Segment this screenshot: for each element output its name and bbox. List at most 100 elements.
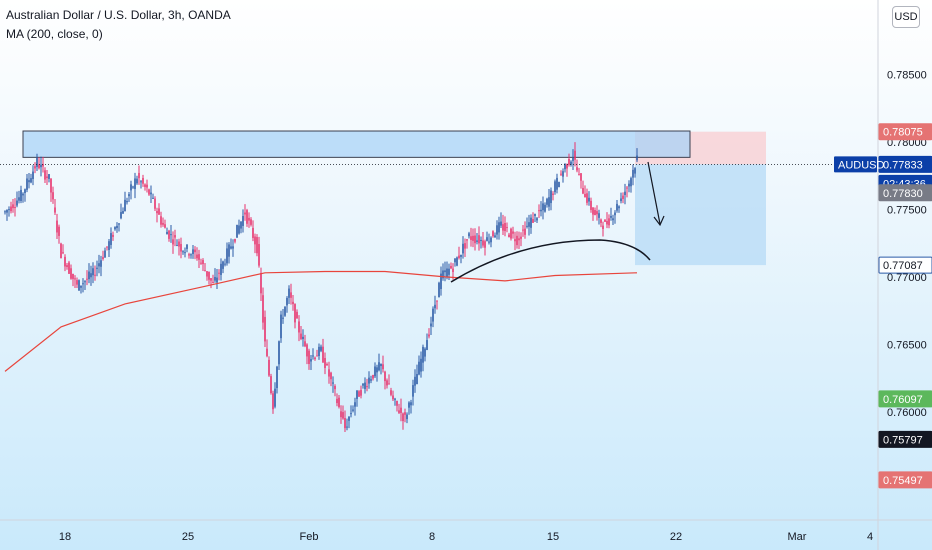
candle-body [176, 245, 178, 247]
candle-body [174, 235, 176, 238]
candle-body [430, 323, 432, 327]
candle-body [354, 402, 356, 407]
y-tick-label: 0.76000 [887, 407, 927, 419]
candle-body [74, 278, 76, 280]
candle-body [72, 273, 74, 279]
candle-body [522, 229, 524, 231]
candle-body [494, 235, 496, 238]
candle-body [40, 164, 42, 168]
candle-body [504, 223, 506, 232]
currency-button[interactable]: USD [892, 6, 920, 28]
candle-body [526, 225, 528, 227]
candle-body [136, 178, 138, 184]
candle-body [592, 207, 594, 215]
candle-body [580, 173, 582, 181]
candle-body [122, 211, 124, 214]
candle-body [188, 254, 190, 256]
candle-body [192, 249, 194, 255]
candle-body [296, 311, 298, 319]
candle-body [206, 271, 208, 277]
candle-body [346, 426, 348, 428]
candle-body [238, 225, 240, 234]
candle-body [400, 407, 402, 413]
candle-body [600, 219, 602, 223]
candle-body [534, 213, 536, 217]
candle-body [372, 375, 374, 379]
chart-title: Australian Dollar / U.S. Dollar, 3h, OAN… [6, 8, 231, 22]
candle-body [602, 225, 604, 230]
candle-body [318, 346, 320, 356]
candle-body [348, 416, 350, 421]
candle-body [418, 361, 420, 375]
y-tick-label: 0.76500 [887, 339, 927, 351]
candle-body [352, 409, 354, 411]
candle-body [390, 390, 392, 395]
candle-body [544, 204, 546, 212]
candle-body [190, 254, 192, 256]
candle-body [628, 183, 630, 187]
candle-body [152, 197, 154, 199]
candle-body [636, 155, 638, 161]
candle-body [242, 216, 244, 226]
candle-body [200, 262, 202, 264]
candle-body [124, 199, 126, 212]
candle-body [582, 188, 584, 194]
candle-body [80, 285, 82, 288]
candle-body [458, 255, 460, 259]
candle-body [198, 254, 200, 260]
candle-body [452, 268, 454, 273]
candle-body [550, 190, 552, 204]
candle-body [596, 211, 598, 215]
candle-body [92, 268, 94, 276]
candle-body [408, 402, 410, 408]
candle-body [184, 252, 186, 254]
candle-body [464, 243, 466, 249]
candle-body [304, 341, 306, 347]
candle-body [332, 382, 334, 384]
candle-body [490, 237, 492, 243]
svg-text:0.78075: 0.78075 [883, 127, 923, 139]
candle-body [68, 262, 70, 274]
candle-body [392, 395, 394, 400]
candle-body [170, 234, 172, 236]
candle-body [294, 304, 296, 323]
candle-body [248, 217, 250, 221]
svg-text:0.77830: 0.77830 [883, 188, 923, 200]
y-tick-label: 0.78500 [887, 69, 927, 81]
candle-body [428, 334, 430, 337]
candle-body [604, 219, 606, 222]
candle-body [20, 189, 22, 201]
candle-body [158, 208, 160, 215]
candle-body [104, 250, 106, 258]
candle-body [448, 268, 450, 275]
down-arrow-drawing [647, 161, 661, 225]
candle-body [138, 172, 140, 179]
candle-body [358, 391, 360, 397]
candle-body [306, 344, 308, 357]
rounded-top-drawing [450, 239, 651, 283]
candle-body [76, 280, 78, 285]
candle-body [126, 201, 128, 203]
candle-body [398, 410, 400, 413]
candle-body [608, 218, 610, 226]
candle-body [300, 333, 302, 339]
candle-body [276, 366, 278, 388]
candle-body [422, 346, 424, 363]
price-tag-profit: 0.76097 [878, 390, 932, 408]
candle-body [470, 236, 472, 240]
y-tick-label: 0.77000 [887, 272, 927, 284]
candle-body [258, 244, 260, 266]
x-tick-label: 4 [867, 531, 873, 543]
candle-body [218, 272, 220, 274]
candle-body [212, 281, 214, 283]
candle-body [586, 193, 588, 203]
candle-body [60, 243, 62, 259]
indicator-legend[interactable]: MA (200, close, 0) [6, 27, 103, 41]
candle-body [406, 414, 408, 420]
candle-body [462, 243, 464, 254]
candle-body [564, 164, 566, 170]
candle-body [394, 398, 396, 400]
candle-body [58, 226, 60, 236]
